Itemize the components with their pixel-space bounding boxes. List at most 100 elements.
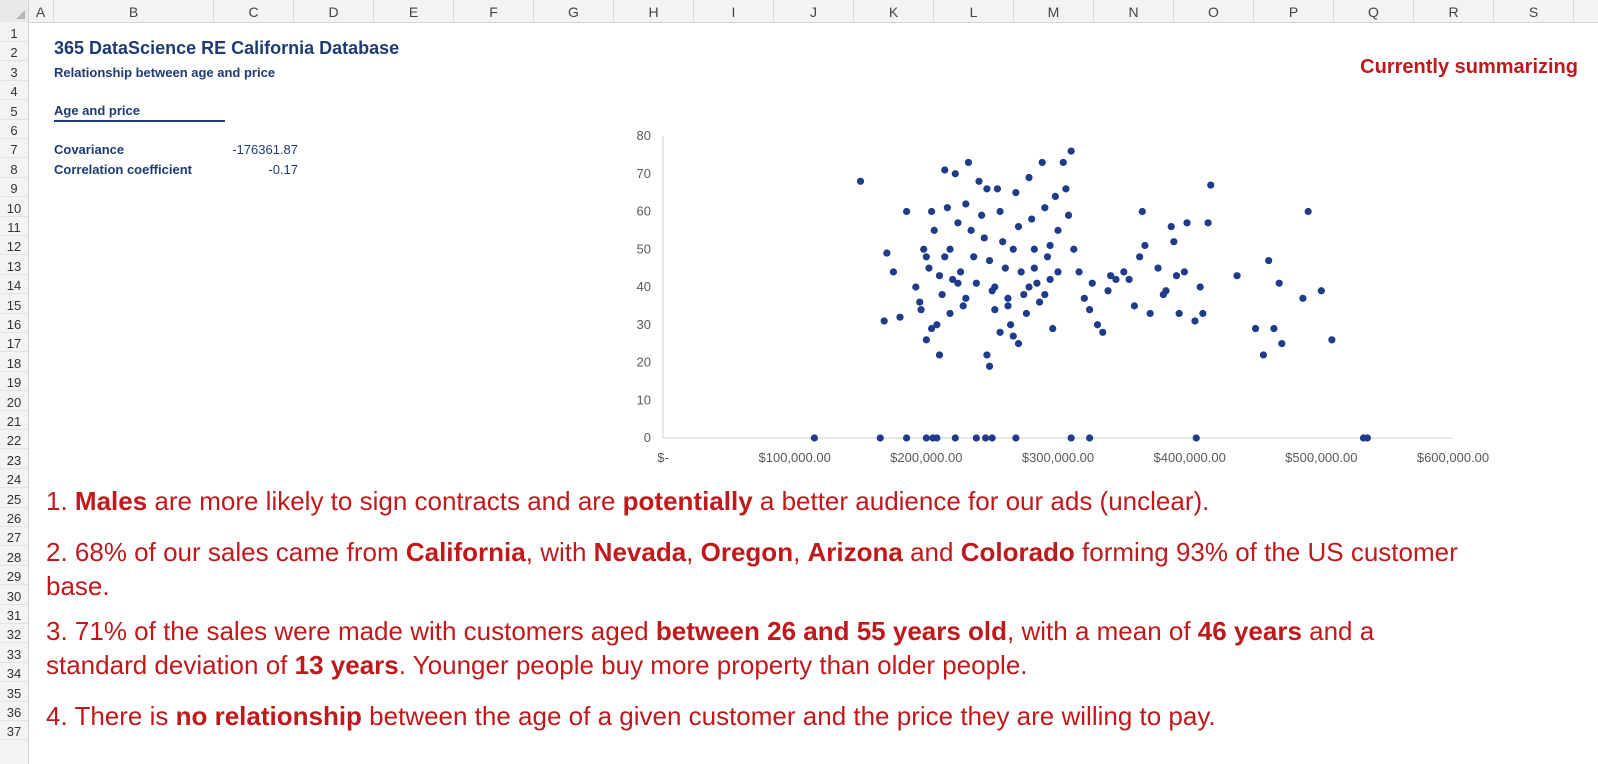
row-header-28[interactable]: 28 bbox=[0, 549, 28, 566]
row-header-21[interactable]: 21 bbox=[0, 413, 28, 430]
data-point bbox=[1192, 434, 1200, 442]
column-header-e[interactable]: E bbox=[374, 0, 454, 22]
data-point bbox=[972, 434, 980, 442]
row-header-7[interactable]: 7 bbox=[0, 141, 28, 159]
data-point bbox=[991, 283, 999, 291]
y-tick-label: 20 bbox=[637, 355, 651, 370]
column-header-i[interactable]: I bbox=[694, 0, 774, 22]
row-header-8[interactable]: 8 bbox=[0, 161, 28, 178]
row-header-15[interactable]: 15 bbox=[0, 297, 28, 314]
data-point bbox=[1009, 332, 1017, 340]
row-header-1[interactable]: 1 bbox=[0, 25, 28, 42]
column-header-a[interactable]: A bbox=[28, 0, 54, 22]
row-header-31[interactable]: 31 bbox=[0, 607, 28, 624]
row-header-26[interactable]: 26 bbox=[0, 510, 28, 527]
note-text: , bbox=[793, 537, 808, 567]
scatter-chart[interactable]: 0 10 20 30 40 50 60 70 80 $- $100,000.00 $200,000.0… bbox=[618, 118, 1518, 488]
worksheet[interactable]: 365 DataScience RE California Database R… bbox=[28, 22, 1598, 764]
data-point bbox=[1180, 268, 1188, 276]
row-header-16[interactable]: 16 bbox=[0, 316, 28, 333]
row-header-11[interactable]: 11 bbox=[0, 219, 28, 236]
column-header-b[interactable]: B bbox=[54, 0, 214, 22]
data-point bbox=[1299, 294, 1307, 302]
row-header-20[interactable]: 20 bbox=[0, 394, 28, 411]
row-header-12[interactable]: 12 bbox=[0, 238, 28, 256]
data-point bbox=[1051, 192, 1059, 200]
data-point bbox=[1004, 302, 1012, 310]
finding-2: 2. 68% of our sales came from California… bbox=[46, 535, 1466, 603]
row-header-30[interactable]: 30 bbox=[0, 588, 28, 605]
note-text: a better audience for our ads (unclear). bbox=[752, 486, 1210, 516]
row-header-36[interactable]: 36 bbox=[0, 704, 28, 721]
column-header-c[interactable]: C bbox=[214, 0, 294, 22]
row-header-18[interactable]: 18 bbox=[0, 355, 28, 372]
row-header-6[interactable]: 6 bbox=[0, 122, 28, 139]
row-header-24[interactable]: 24 bbox=[0, 471, 28, 489]
row-header-4[interactable]: 4 bbox=[0, 83, 28, 101]
data-point bbox=[941, 253, 949, 261]
data-point bbox=[1112, 275, 1120, 284]
row-header-19[interactable]: 19 bbox=[0, 374, 28, 392]
section-heading: Age and price bbox=[54, 103, 225, 122]
column-header-m[interactable]: M bbox=[1014, 0, 1094, 22]
row-header-37[interactable]: 37 bbox=[0, 723, 28, 741]
data-point bbox=[980, 234, 988, 242]
data-point bbox=[1080, 294, 1088, 302]
column-header-l[interactable]: L bbox=[934, 0, 1014, 22]
row-header-3[interactable]: 3 bbox=[0, 64, 28, 81]
row-header-29[interactable]: 29 bbox=[0, 568, 28, 586]
row-header-32[interactable]: 32 bbox=[0, 626, 28, 644]
data-point bbox=[1086, 306, 1094, 314]
data-point bbox=[978, 211, 986, 219]
select-all-corner[interactable] bbox=[0, 0, 29, 22]
row-header-13[interactable]: 13 bbox=[0, 258, 28, 275]
row-header-23[interactable]: 23 bbox=[0, 452, 28, 469]
data-point bbox=[983, 351, 991, 359]
column-header-g[interactable]: G bbox=[534, 0, 614, 22]
row-header-2[interactable]: 2 bbox=[0, 44, 28, 62]
row-header-25[interactable]: 25 bbox=[0, 491, 28, 508]
data-point bbox=[946, 245, 954, 253]
y-tick-label: 10 bbox=[637, 392, 651, 407]
column-header-k[interactable]: K bbox=[854, 0, 934, 22]
row-header-14[interactable]: 14 bbox=[0, 277, 28, 295]
data-point bbox=[1020, 290, 1028, 299]
data-point bbox=[1099, 328, 1107, 336]
column-header-h[interactable]: H bbox=[614, 0, 694, 22]
row-header-33[interactable]: 33 bbox=[0, 646, 28, 663]
data-point bbox=[967, 226, 975, 234]
data-point bbox=[925, 264, 933, 272]
row-header-5[interactable]: 5 bbox=[0, 103, 28, 120]
row-header-17[interactable]: 17 bbox=[0, 335, 28, 353]
emphasis-text: between 26 and 55 years old bbox=[655, 616, 1008, 646]
x-tick-label: $100,000.00 bbox=[759, 450, 831, 465]
column-header-q[interactable]: Q bbox=[1334, 0, 1414, 22]
column-header-n[interactable]: N bbox=[1094, 0, 1174, 22]
row-header-22[interactable]: 22 bbox=[0, 432, 28, 450]
note-text: and a standard deviation of bbox=[46, 616, 1375, 680]
column-header-d[interactable]: D bbox=[294, 0, 374, 22]
finding-3: 3. 71% of the sales were made with custo… bbox=[46, 614, 1466, 682]
column-header-r[interactable]: R bbox=[1414, 0, 1494, 22]
data-point bbox=[1009, 245, 1017, 253]
data-point bbox=[949, 275, 957, 284]
data-point bbox=[1146, 309, 1154, 318]
data-point bbox=[1175, 309, 1183, 318]
data-point bbox=[1059, 158, 1067, 167]
column-header-p[interactable]: P bbox=[1254, 0, 1334, 22]
row-header-27[interactable]: 27 bbox=[0, 529, 28, 547]
row-header-35[interactable]: 35 bbox=[0, 685, 28, 702]
column-header-s[interactable]: S bbox=[1494, 0, 1574, 22]
y-tick-label: 60 bbox=[637, 204, 651, 219]
data-point bbox=[1017, 268, 1025, 276]
row-header-34[interactable]: 34 bbox=[0, 665, 28, 683]
row-header-10[interactable]: 10 bbox=[0, 200, 28, 217]
column-header-j[interactable]: J bbox=[774, 0, 854, 22]
data-point bbox=[985, 256, 994, 265]
data-point bbox=[951, 170, 959, 178]
data-point bbox=[996, 328, 1004, 336]
column-header-o[interactable]: O bbox=[1174, 0, 1254, 22]
row-header-9[interactable]: 9 bbox=[0, 180, 28, 198]
x-tick-label: $300,000.00 bbox=[1022, 450, 1094, 465]
column-header-f[interactable]: F bbox=[454, 0, 534, 22]
